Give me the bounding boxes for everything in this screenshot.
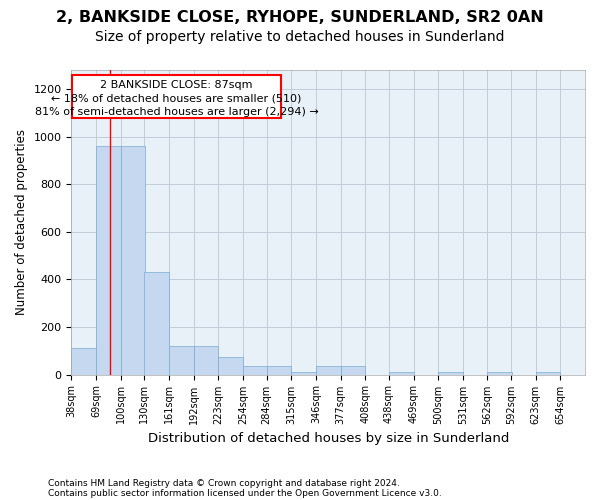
Bar xyxy=(487,372,512,374)
Bar xyxy=(438,372,463,374)
Bar xyxy=(266,366,291,374)
Bar xyxy=(145,272,169,374)
X-axis label: Distribution of detached houses by size in Sunderland: Distribution of detached houses by size … xyxy=(148,432,509,445)
Bar xyxy=(96,146,121,374)
Bar xyxy=(291,372,316,374)
FancyBboxPatch shape xyxy=(72,75,281,118)
Text: Contains HM Land Registry data © Crown copyright and database right 2024.: Contains HM Land Registry data © Crown c… xyxy=(48,478,400,488)
Text: 81% of semi-detached houses are larger (2,294) →: 81% of semi-detached houses are larger (… xyxy=(35,107,319,117)
Bar xyxy=(243,366,268,374)
Bar xyxy=(169,346,194,374)
Bar xyxy=(121,146,145,374)
Y-axis label: Number of detached properties: Number of detached properties xyxy=(15,130,28,316)
Text: 2 BANKSIDE CLOSE: 87sqm: 2 BANKSIDE CLOSE: 87sqm xyxy=(100,80,253,90)
Bar xyxy=(536,372,560,374)
Bar xyxy=(316,366,341,374)
Bar xyxy=(218,356,243,374)
Text: Size of property relative to detached houses in Sunderland: Size of property relative to detached ho… xyxy=(95,30,505,44)
Text: ← 18% of detached houses are smaller (510): ← 18% of detached houses are smaller (51… xyxy=(52,94,302,104)
Bar xyxy=(194,346,218,374)
Text: Contains public sector information licensed under the Open Government Licence v3: Contains public sector information licen… xyxy=(48,488,442,498)
Bar xyxy=(341,366,365,374)
Text: 2, BANKSIDE CLOSE, RYHOPE, SUNDERLAND, SR2 0AN: 2, BANKSIDE CLOSE, RYHOPE, SUNDERLAND, S… xyxy=(56,10,544,25)
Bar xyxy=(389,372,413,374)
Bar xyxy=(71,348,96,374)
